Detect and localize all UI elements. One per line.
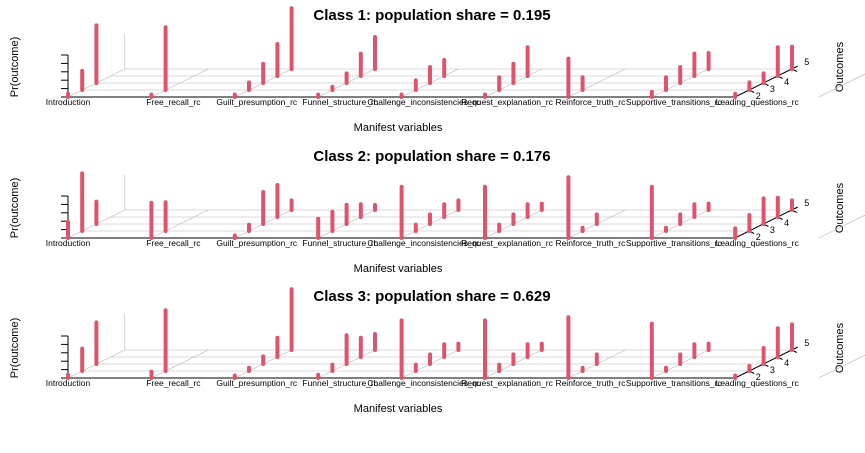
panel-title: Class 2: population share = 0.176	[313, 148, 550, 165]
category-tick-label: Guilt_presumption_rc	[216, 378, 298, 388]
category-tick-label: Introduction	[46, 97, 91, 107]
category-tick-label: Guilt_presumption_rc	[216, 97, 298, 107]
outcome-tick-label: 3	[770, 84, 775, 94]
outcome-axis-line	[734, 206, 799, 239]
category-tick-label: Free_recall_rc	[146, 238, 201, 248]
outcome-tick-label: 4	[784, 77, 789, 87]
category-tick-label: Request_explanation_rc	[461, 238, 553, 248]
panel-title: Class 1: population share = 0.195	[313, 7, 550, 24]
panel-class-3: Class 3: population share = 0.629 Pr(outc…	[9, 287, 865, 415]
category-tick-label: Supportive_transitions_rc	[626, 378, 723, 388]
z-axis-label: Outcomes	[834, 182, 846, 233]
outcome-axis-line	[734, 346, 799, 379]
outcome-tick-label: 3	[770, 365, 775, 375]
category-tick-label: Reinforce_truth_rc	[555, 378, 626, 388]
category-tick-label: Reinforce_truth_rc	[555, 97, 626, 107]
category-tick-label: Funnel_structure_rc	[302, 238, 378, 248]
category-tick-label: Free_recall_rc	[146, 378, 201, 388]
panel-title: Class 3: population share = 0.629	[313, 288, 550, 305]
category-tick-label: Reinforce_truth_rc	[555, 238, 626, 248]
outcome-tick-label: 5	[804, 57, 809, 67]
x-axis-label: Manifest variables	[354, 122, 443, 134]
outcome-tick-label: 2	[756, 372, 761, 382]
category-tick-label: Funnel_structure_rc	[302, 378, 378, 388]
z-axis-label: Outcomes	[834, 41, 846, 92]
z-axis-label: Outcomes	[834, 322, 846, 373]
category-tick-label: Leading_questions_rc	[716, 97, 800, 107]
category-tick-label: Introduction	[46, 238, 91, 248]
category-tick-label: Supportive_transitions_rc	[626, 238, 723, 248]
outcome-tick-label: 4	[784, 358, 789, 368]
y-axis-label: Pr(outcome)	[9, 178, 21, 239]
category-tick-label: Challenge_inconsistencies_rc	[367, 378, 480, 388]
y-axis-label: Pr(outcome)	[9, 318, 21, 379]
category-tick-label: Funnel_structure_rc	[302, 97, 378, 107]
depth-grid-line	[818, 214, 865, 239]
outcome-tick-label: 2	[756, 232, 761, 242]
outcome-tick-label: 3	[770, 225, 775, 235]
x-axis-label: Manifest variables	[354, 263, 443, 275]
panel-class-1: Class 1: population share = 0.195 Pr(outc…	[9, 6, 865, 134]
outcome-tick-label: 5	[804, 338, 809, 348]
category-tick-label: Request_explanation_rc	[461, 378, 553, 388]
depth-grid-line	[818, 354, 865, 379]
category-tick-label: Supportive_transitions_rc	[626, 97, 723, 107]
category-tick-label: Challenge_inconsistencies_rc	[367, 97, 480, 107]
outcome-axis-line	[734, 65, 799, 98]
y-axis-label: Pr(outcome)	[9, 37, 21, 98]
category-tick-label: Leading_questions_rc	[716, 378, 800, 388]
outcome-tick-label: 5	[804, 198, 809, 208]
depth-grid-line	[818, 73, 865, 98]
outcome-tick-label: 2	[756, 91, 761, 101]
category-tick-label: Guilt_presumption_rc	[216, 238, 298, 248]
category-tick-label: Free_recall_rc	[146, 97, 201, 107]
category-tick-label: Introduction	[46, 378, 91, 388]
category-tick-label: Leading_questions_rc	[716, 238, 800, 248]
panel-class-2: Class 2: population share = 0.176 Pr(outc…	[9, 148, 865, 275]
category-tick-label: Challenge_inconsistencies_rc	[367, 238, 480, 248]
x-axis-label: Manifest variables	[354, 403, 443, 415]
category-tick-label: Request_explanation_rc	[461, 97, 553, 107]
outcome-tick-label: 4	[784, 218, 789, 228]
